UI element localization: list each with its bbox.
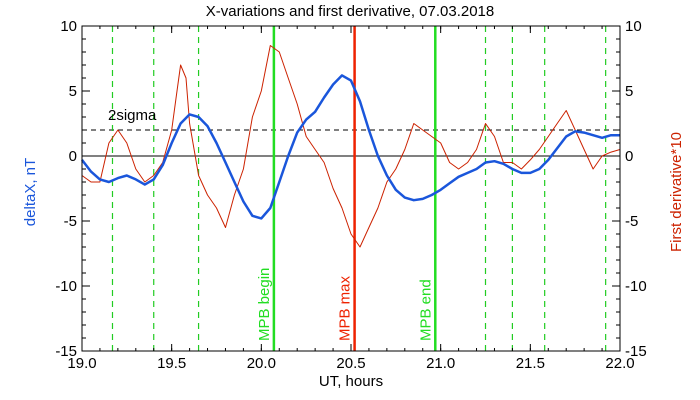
chart-title: X-variations and first derivative, 07.03… (206, 3, 495, 20)
y-tick-label-right: -10 (625, 278, 647, 295)
y-tick-label-left: -15 (55, 343, 77, 360)
y-tick-label-right: -15 (625, 343, 647, 360)
y-tick-label-left: 10 (60, 18, 77, 35)
y-tick-label-left: 5 (69, 83, 77, 100)
marker-label-mpb-end: MPB end (417, 279, 434, 341)
x-tick-label: 22.0 (605, 355, 634, 372)
y-axis-label-left: deltaX, nT (22, 158, 39, 226)
y-tick-label-right: 10 (625, 18, 642, 35)
plot-area (82, 129, 620, 157)
axes (81, 25, 621, 352)
y-tick-label-right: -5 (625, 213, 638, 230)
y-tick-label-right: 5 (625, 83, 633, 100)
tick-labels: 19.0 19.5 20.0 20.5 21.0 21.5 22.0-15-10-50510… (55, 18, 646, 372)
series-lines (81, 45, 621, 248)
x-tick-label: 21.0 (426, 355, 455, 372)
marker-label-mpb-begin: MPB begin (256, 268, 273, 341)
x-tick-label: 19.5 (157, 355, 186, 372)
y-axis-label-right: First derivative*10 (668, 132, 685, 252)
y-tick-label-left: -5 (64, 213, 77, 230)
series-line-deltaX (81, 74, 620, 220)
x-tick-label: 20.0 (247, 355, 276, 372)
threshold-label: 2sigma (108, 107, 157, 124)
marker-lines: MPB begin MPB max MPB end (111, 26, 607, 351)
y-tick-label-left: -10 (55, 278, 77, 295)
y-tick-label-left: 0 (69, 148, 77, 165)
x-axis-label: UT, hours (319, 373, 383, 390)
y-tick-label-right: 0 (625, 148, 633, 165)
series-line-derivative (81, 45, 621, 248)
marker-label-mpb-max: MPB max (337, 275, 354, 341)
x-tick-label: 19.0 (67, 355, 96, 372)
x-tick-label: 20.5 (336, 355, 365, 372)
x-tick-label: 21.5 (516, 355, 545, 372)
